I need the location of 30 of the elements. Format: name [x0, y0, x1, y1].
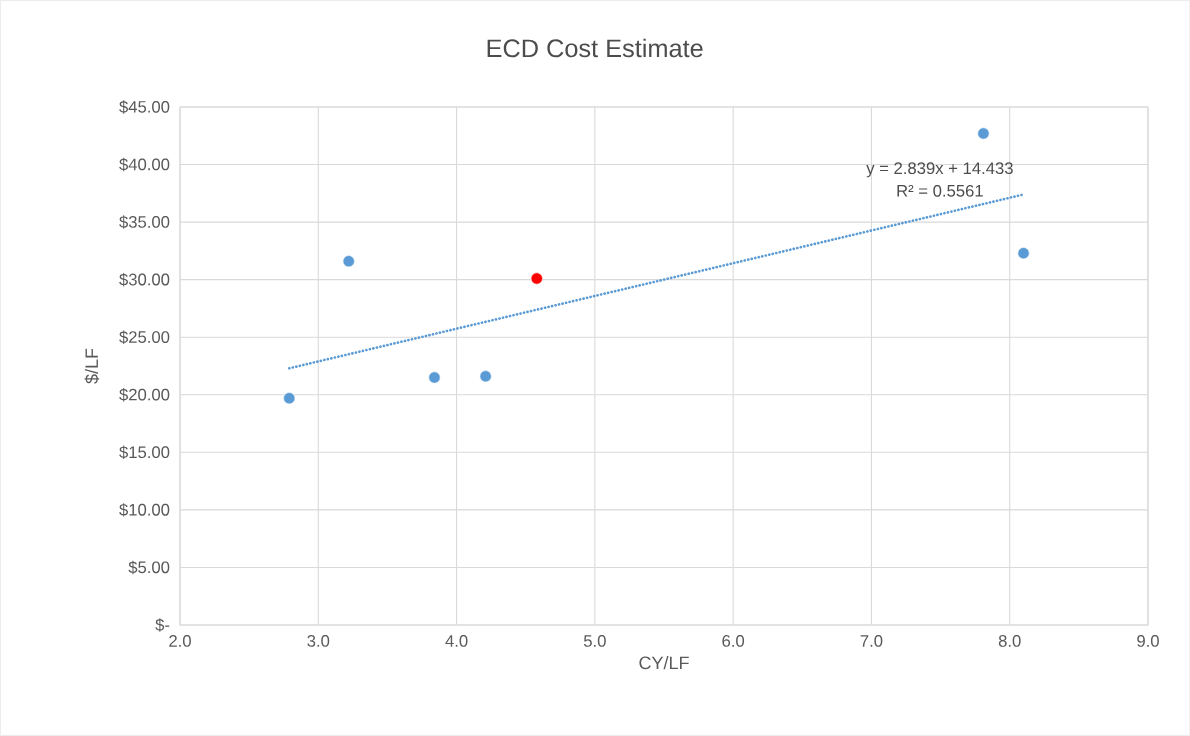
x-axis-title: CY/LF — [639, 655, 689, 670]
point — [283, 392, 296, 405]
x-tick-label: 3.0 — [307, 635, 330, 647]
y-tick-label: $20.00 — [119, 388, 170, 402]
y-tick-label: $35.00 — [119, 215, 170, 229]
y-tick-label: $10.00 — [119, 503, 170, 517]
y-tick-label: $5.00 — [128, 560, 170, 575]
point — [342, 255, 355, 268]
chart-title: ECD Cost Estimate — [487, 38, 703, 58]
y-tick-label: $40.00 — [119, 157, 170, 172]
annotation: R² = 0.5561 — [897, 184, 983, 197]
point — [479, 370, 492, 383]
y-axis-title: $/LF — [84, 348, 100, 384]
y-tick-label: $15.00 — [119, 445, 170, 460]
y-tick-label: $30.00 — [119, 272, 170, 287]
x-tick-label: 5.0 — [583, 635, 606, 647]
x-tick-label: 2.0 — [169, 635, 191, 647]
x-tick-label: 7.0 — [860, 635, 883, 647]
x-tick-label: 4.0 — [445, 635, 468, 647]
point — [428, 371, 441, 384]
x-tick-label: 8.0 — [998, 635, 1021, 647]
y-tick-label: $25.00 — [119, 330, 170, 344]
y-tick-label: $45.00 — [119, 100, 170, 114]
y-tick-label: $- — [155, 618, 170, 632]
x-tick-label: 9.0 — [1137, 635, 1159, 647]
x-tick-label: 6.0 — [722, 635, 745, 647]
point — [530, 272, 543, 285]
point — [977, 127, 990, 140]
point — [1017, 247, 1030, 260]
annotation: y = 2.839x + 14.433 — [866, 162, 1013, 178]
